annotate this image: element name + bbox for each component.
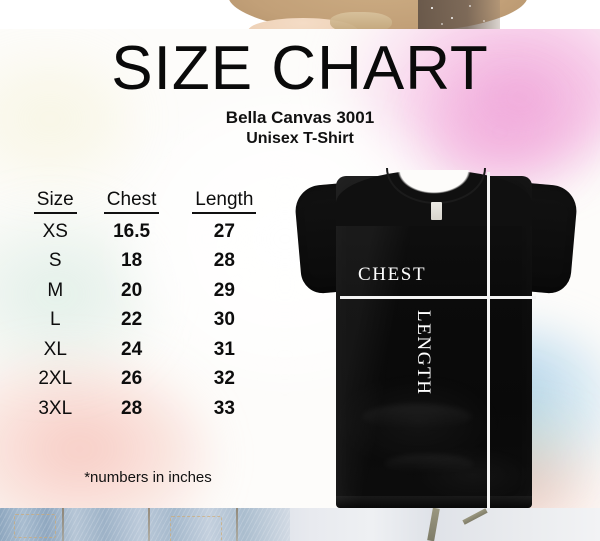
cell-length: 31 (213, 338, 235, 360)
jeans-seam (62, 508, 64, 541)
bottom-photo-strip (0, 508, 600, 541)
table-header-row: Size Chest Length (22, 189, 274, 217)
background-texture-right (418, 0, 500, 30)
cell-size: S (48, 250, 62, 272)
cell-chest: 22 (121, 309, 143, 331)
care-tag-icon (431, 202, 442, 220)
jeans-seam (148, 508, 150, 541)
product-type: Unisex T-Shirt (246, 130, 354, 147)
jeans-seam (236, 508, 238, 541)
fabric-fold (384, 454, 474, 474)
cell-length: 33 (213, 397, 235, 419)
chest-measurement-line (340, 296, 536, 299)
cell-size: 3XL (38, 397, 73, 419)
top-photo-strip (0, 0, 600, 30)
fabric-fold (362, 404, 472, 430)
size-table: Size Chest Length XS 16.5 27 S 18 28 (22, 189, 274, 424)
jeans-region (0, 508, 290, 541)
cell-chest: 20 (121, 279, 143, 301)
length-measurement-line (487, 172, 490, 508)
cell-length: 32 (213, 368, 235, 390)
tree-branch (462, 508, 488, 525)
table-row: XL 24 31 (22, 335, 274, 365)
cell-chest: 16.5 (113, 220, 151, 242)
jeans-pocket (14, 514, 56, 538)
table-row: S 18 28 (22, 247, 274, 277)
cell-size: XS (42, 220, 68, 242)
cell-size: XL (43, 338, 67, 360)
cell-length: 28 (213, 250, 235, 272)
tshirt-body (336, 176, 532, 508)
cell-length: 30 (213, 309, 235, 331)
cell-size: L (49, 309, 61, 331)
column-header-chest: Chest (89, 189, 175, 217)
cell-length: 29 (213, 279, 235, 301)
cell-chest: 28 (121, 397, 143, 419)
cell-size: M (47, 279, 64, 301)
cell-chest: 24 (121, 338, 143, 360)
table-row: 3XL 28 33 (22, 394, 274, 424)
units-footnote: *numbers in inches (84, 469, 212, 486)
table-row: M 20 29 (22, 276, 274, 306)
length-measurement-label: LENGTH (413, 310, 434, 396)
column-header-length: Length (175, 189, 274, 217)
cell-chest: 18 (121, 250, 143, 272)
table-row: 2XL 26 32 (22, 365, 274, 395)
cell-chest: 26 (121, 368, 143, 390)
column-header-size: Size (22, 189, 89, 217)
size-chart-card: SIZE CHART Bella Canvas 3001 Unisex T-Sh… (0, 29, 600, 508)
cell-size: 2XL (38, 368, 73, 390)
chest-measurement-label: CHEST (358, 264, 427, 285)
hair-region (330, 12, 392, 30)
jeans-pocket (170, 516, 222, 541)
tshirt-illustration: CHEST LENGTH (292, 154, 580, 508)
product-name: Bella Canvas 3001 (225, 108, 375, 127)
cell-length: 27 (213, 220, 235, 242)
tree-branch (427, 508, 440, 541)
table-row: L 22 30 (22, 306, 274, 336)
table-row: XS 16.5 27 (22, 217, 274, 247)
tshirt-hem (336, 496, 532, 508)
page-title: SIZE CHART (111, 34, 489, 103)
size-table-container: Size Chest Length XS 16.5 27 S 18 28 (22, 189, 274, 424)
